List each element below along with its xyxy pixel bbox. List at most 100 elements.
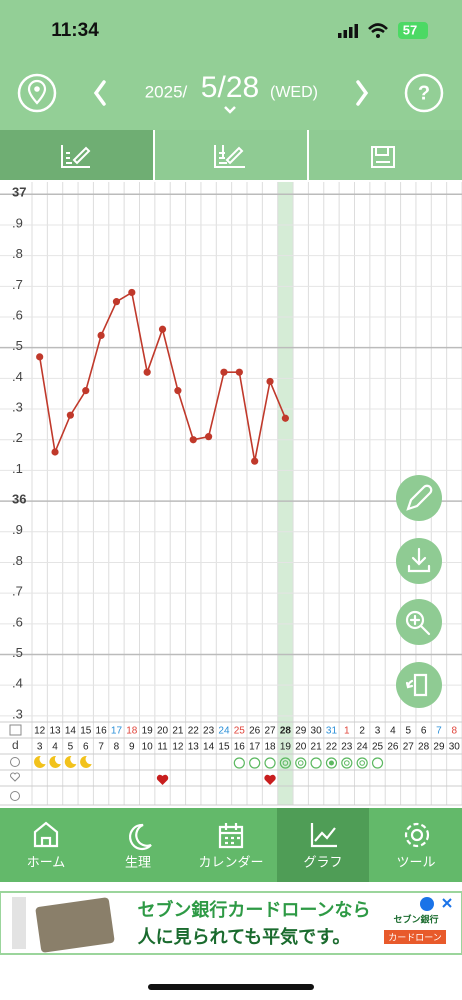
date-label[interactable]: 6 — [421, 726, 427, 737]
rotate-button[interactable] — [396, 662, 442, 708]
date-label[interactable]: 20 — [157, 726, 169, 737]
test-mark — [356, 757, 368, 769]
date-label[interactable]: 3 — [375, 726, 381, 737]
button-icon — [405, 673, 428, 697]
help-button[interactable] — [404, 73, 444, 113]
temperature-point — [220, 368, 228, 376]
date-label[interactable]: 21 — [172, 726, 184, 737]
test-mark — [325, 757, 338, 769]
nav-label[interactable]: 生理 — [125, 854, 151, 869]
date-label[interactable]: 4 — [390, 726, 396, 737]
nav-label[interactable]: カレンダー — [198, 854, 263, 869]
weekday: (WED) — [270, 84, 318, 101]
y-tick-label: 36 — [12, 492, 26, 507]
cycle-day-label: 14 — [203, 742, 215, 753]
y-tick-label: .7 — [12, 584, 23, 599]
date-label[interactable]: 7 — [436, 726, 442, 737]
date-label[interactable]: 2 — [359, 726, 365, 737]
zoom-button[interactable] — [396, 599, 442, 645]
y-tick-label: .3 — [12, 706, 23, 721]
temperature-point — [97, 331, 105, 340]
next-button[interactable] — [356, 80, 369, 106]
ad-line2: 人に見られても平気です。 — [138, 926, 351, 947]
ad-card — [35, 897, 115, 953]
temperature-point — [205, 433, 213, 441]
chart-bg — [0, 180, 462, 808]
date-label[interactable]: 19 — [142, 726, 154, 737]
date-label[interactable]: 17 — [111, 726, 123, 737]
test-mark — [295, 757, 307, 769]
moon-icon — [80, 755, 92, 768]
y-tick-label: .5 — [12, 645, 23, 660]
date-label[interactable]: 26 — [249, 726, 261, 737]
date-label[interactable]: 18 — [126, 726, 138, 737]
help-icon: ? — [418, 82, 430, 104]
cycle-day-label: 30 — [449, 742, 461, 753]
date-label[interactable]: 25 — [234, 726, 246, 737]
ad-close[interactable] — [442, 898, 452, 908]
button-icon — [406, 484, 433, 511]
test-mark-inner — [297, 760, 304, 766]
tab-icons — [61, 145, 395, 168]
cycle-day-label: 5 — [68, 742, 74, 753]
temperature-point — [82, 387, 90, 395]
test-mark-inner — [282, 760, 289, 766]
nav-label[interactable]: グラフ — [303, 854, 342, 869]
button-icon — [407, 547, 431, 573]
test-mark — [341, 757, 353, 769]
ad-info[interactable] — [420, 897, 434, 911]
temperature-point — [158, 325, 167, 333]
nav-label[interactable]: ホーム — [27, 854, 66, 869]
date-label[interactable]: 23 — [203, 726, 215, 737]
date-label[interactable]: 5 — [405, 726, 411, 737]
cycle-day-label: 22 — [326, 742, 338, 753]
date-label[interactable]: 12 — [34, 726, 46, 737]
date-label[interactable]: 14 — [65, 726, 77, 737]
temperature-point — [66, 411, 74, 419]
date-label[interactable]: 8 — [452, 726, 458, 737]
y-tick-label: .5 — [12, 338, 23, 353]
y-tick-label: .6 — [12, 614, 23, 629]
prev-button[interactable] — [93, 80, 106, 106]
cycle-day-label: 4 — [52, 742, 58, 753]
year: 2025/ — [145, 82, 188, 101]
date-label[interactable]: 24 — [218, 726, 230, 737]
edit-button[interactable] — [396, 475, 442, 521]
home-indicator — [148, 984, 314, 990]
wifi — [368, 23, 388, 34]
date-label[interactable]: 31 — [326, 726, 338, 737]
heart-icon — [156, 774, 169, 785]
date-label[interactable]: 22 — [188, 726, 200, 737]
test-mark — [371, 757, 384, 769]
header-bg — [0, 0, 462, 130]
location-dot — [34, 86, 40, 92]
y-tick-label: .3 — [12, 399, 23, 414]
location-button[interactable] — [17, 73, 57, 113]
temperature-point — [281, 414, 289, 422]
temperature-point — [128, 288, 136, 297]
date-label[interactable]: 1 — [344, 726, 350, 737]
date[interactable]: 5/28 — [201, 71, 259, 104]
moon-icon — [34, 755, 46, 768]
y-tick-label: .1 — [12, 461, 23, 476]
date-label[interactable]: 15 — [80, 726, 92, 737]
date-label[interactable]: 16 — [96, 726, 108, 737]
date-label[interactable]: 29 — [295, 726, 307, 737]
cycle-day-label: 6 — [83, 742, 89, 753]
cycle-day-label: 23 — [341, 742, 353, 753]
date-chevron — [224, 106, 236, 114]
test-mark — [233, 757, 245, 769]
cycle-day-label: 16 — [234, 742, 246, 753]
cycle-day-label: 15 — [218, 742, 230, 753]
test-mark-inner — [359, 760, 365, 766]
date-label[interactable]: 28 — [280, 726, 292, 737]
ad-line1: セブン銀行カードローンなら — [137, 899, 370, 920]
date-label[interactable]: 13 — [49, 726, 61, 737]
date-label[interactable]: 27 — [264, 726, 276, 737]
nav-label[interactable]: ツール — [396, 854, 435, 869]
tab-selected[interactable] — [0, 130, 153, 180]
button-icon — [405, 610, 431, 636]
date-label[interactable]: 30 — [311, 726, 323, 737]
cycle-day-label: 17 — [249, 742, 261, 753]
